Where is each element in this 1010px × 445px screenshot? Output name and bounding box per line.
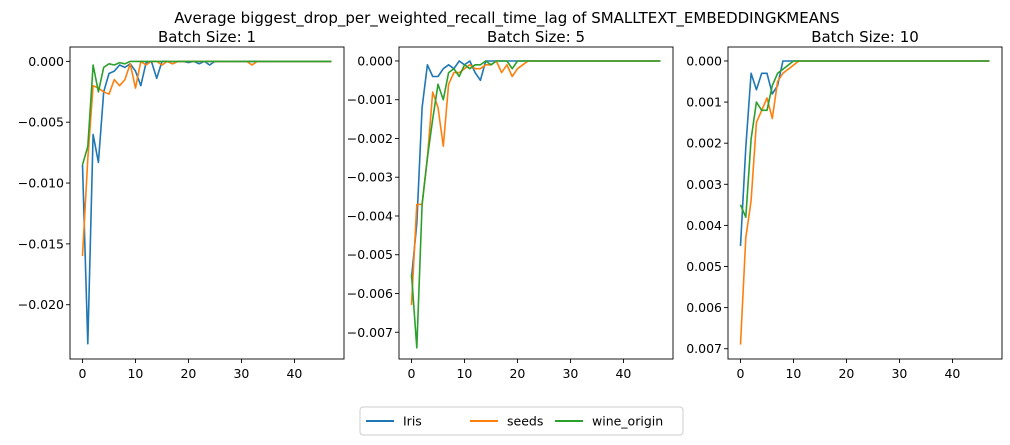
- series-line-wine-origin: [410, 60, 661, 349]
- x-tick-label: 40: [615, 366, 631, 381]
- y-tick-label: 0.000: [686, 53, 722, 68]
- series-line-seeds: [81, 60, 332, 257]
- y-tick-label: 0.002: [686, 136, 722, 151]
- y-tick-label: −0.004: [347, 208, 393, 223]
- x-tick-label: 10: [785, 366, 801, 381]
- y-tick-label: −0.015: [18, 236, 64, 251]
- y-tick-label: 0.001: [686, 95, 722, 110]
- y-tick-label: −0.002: [347, 131, 393, 146]
- x-tick-label: 30: [233, 366, 249, 381]
- x-tick-label: 20: [509, 366, 525, 381]
- y-tick-label: −0.006: [347, 286, 393, 301]
- series-line-wine-origin: [739, 60, 990, 218]
- series-line-seeds: [739, 60, 990, 345]
- legend-label: wine_origin: [592, 414, 663, 429]
- panel-title: Batch Size: 10: [811, 28, 919, 46]
- y-tick-label: −0.010: [18, 176, 64, 191]
- series-line-iris: [739, 60, 990, 247]
- axes-frame: [398, 46, 674, 360]
- axes-frame: [727, 46, 1003, 360]
- x-tick-label: 0: [736, 366, 744, 381]
- legend-label: Iris: [403, 414, 422, 429]
- y-tick-label: −0.005: [347, 247, 393, 262]
- x-tick-label: 40: [286, 366, 302, 381]
- y-tick-label: 0.006: [686, 300, 722, 315]
- y-tick-label: 0.007: [686, 341, 722, 356]
- axes-frame: [69, 46, 345, 360]
- series-line-seeds: [410, 60, 661, 306]
- y-tick-label: −0.020: [18, 297, 64, 312]
- y-tick-label: 0.004: [686, 218, 722, 233]
- x-tick-label: 30: [562, 366, 578, 381]
- series-line-iris: [410, 60, 661, 279]
- x-tick-label: 40: [944, 366, 960, 381]
- x-tick-label: 0: [407, 366, 415, 381]
- panel-title: Batch Size: 5: [487, 28, 585, 46]
- x-tick-label: 30: [891, 366, 907, 381]
- y-tick-label: −0.001: [347, 92, 393, 107]
- legend-box: [359, 406, 684, 436]
- y-tick-label: −0.007: [347, 325, 393, 340]
- x-tick-label: 10: [456, 366, 472, 381]
- legend-label: seeds: [507, 414, 543, 429]
- panel-1: Batch Size: 1 0 10 20 30 40 0.000 −0.005 −0.010 −…: [18, 28, 345, 381]
- x-tick-label: 20: [180, 366, 196, 381]
- panel-3: Batch Size: 10 0 10 20 30 40 0.000 0.001 0.002 0.…: [686, 28, 1003, 381]
- series-line-wine-origin: [81, 60, 332, 166]
- y-tick-label: 0.003: [686, 177, 722, 192]
- y-tick-label: 0.000: [357, 53, 393, 68]
- y-tick-label: 0.005: [686, 259, 722, 274]
- legend-entry: Iris: [366, 414, 422, 429]
- y-tick-label: −0.003: [347, 170, 393, 185]
- figure-suptitle: Average biggest_drop_per_weighted_recall…: [174, 9, 839, 28]
- panel-title: Batch Size: 1: [158, 28, 256, 46]
- legend-entry: seeds: [470, 414, 543, 429]
- panel-2: Batch Size: 5 0 10 20 30 40 0.000 −0.001 −0.002 −…: [347, 28, 674, 381]
- series-line-iris: [81, 60, 332, 345]
- y-tick-label: −0.005: [18, 115, 64, 130]
- x-tick-label: 20: [838, 366, 854, 381]
- legend: Iris seeds wine_origin: [359, 406, 684, 436]
- y-tick-label: 0.000: [28, 54, 64, 69]
- x-tick-label: 10: [127, 366, 143, 381]
- legend-entry: wine_origin: [555, 414, 663, 429]
- x-tick-label: 0: [78, 366, 86, 381]
